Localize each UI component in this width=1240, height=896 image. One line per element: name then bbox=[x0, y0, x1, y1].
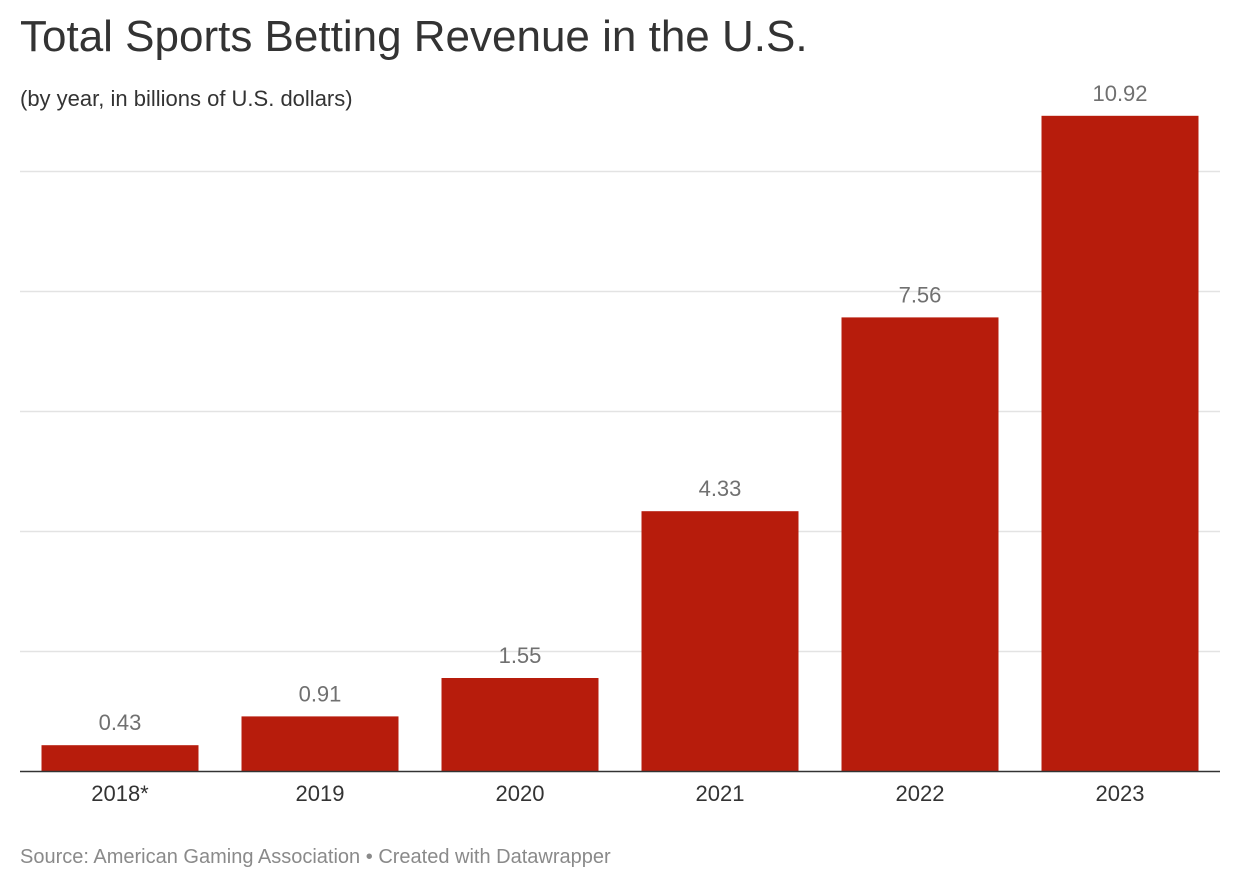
bar-2023 bbox=[1041, 115, 1199, 772]
data-label-2020: 1.55 bbox=[499, 643, 542, 668]
data-label-2022: 7.56 bbox=[899, 282, 942, 307]
bar-2018* bbox=[41, 745, 199, 771]
x-axis: 2018* 2019 2020 2021 2022 2023 bbox=[20, 770, 1220, 806]
data-label-2018*: 0.43 bbox=[99, 710, 142, 735]
gridlines bbox=[20, 170, 1220, 653]
footer-credit: Source: American Gaming Association • Cr… bbox=[20, 846, 611, 869]
source-text: Source: American Gaming Association bbox=[20, 846, 361, 868]
separator: • bbox=[365, 846, 373, 868]
bar-2019 bbox=[241, 716, 399, 771]
chart-title: Total Sports Betting Revenue in the U.S. bbox=[20, 12, 808, 61]
data-label-2021: 4.33 bbox=[699, 476, 742, 501]
credit-text: Created with Datawrapper bbox=[378, 846, 611, 868]
x-tick-label-2022: 2022 bbox=[896, 781, 945, 806]
bars bbox=[41, 115, 1199, 772]
data-label-2019: 0.91 bbox=[299, 681, 342, 706]
x-tick-label-2021: 2021 bbox=[696, 781, 745, 806]
x-tick-label-2020: 2020 bbox=[496, 781, 545, 806]
x-tick-label-2023: 2023 bbox=[1096, 781, 1145, 806]
chart-subtitle: (by year, in billions of U.S. dollars) bbox=[20, 86, 353, 111]
bar-2021 bbox=[641, 511, 799, 771]
data-labels: 0.43 0.91 1.55 4.33 7.56 10.92 bbox=[99, 81, 1148, 735]
bar-2022 bbox=[841, 317, 999, 771]
x-tick-label-2019: 2019 bbox=[296, 781, 345, 806]
data-label-2023: 10.92 bbox=[1092, 81, 1147, 106]
bar-2020 bbox=[441, 678, 599, 771]
x-tick-label-2018*: 2018* bbox=[91, 781, 149, 806]
